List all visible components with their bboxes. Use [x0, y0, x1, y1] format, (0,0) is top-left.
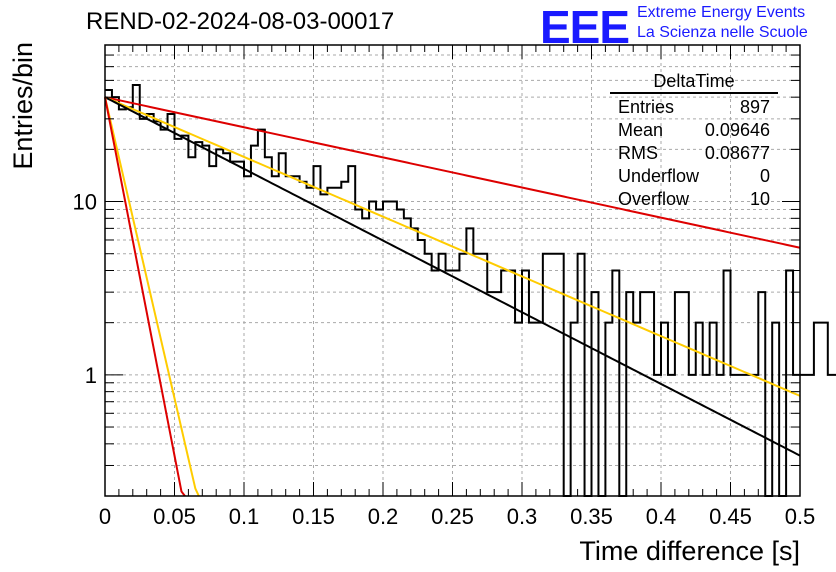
y-axis-label: Entries/bin [8, 42, 38, 170]
x-tick-label: 0.05 [153, 504, 196, 529]
stats-row: Mean 0.09646 [610, 119, 778, 142]
stats-label: Underflow [618, 166, 700, 186]
stats-value: 0.09646 [704, 120, 770, 140]
fit-curve [104, 96, 801, 397]
stats-value: 10 [749, 189, 770, 209]
x-tick-label: 0.5 [785, 504, 816, 529]
x-axis-label: Time difference [s] [579, 536, 800, 566]
stats-title: DeltaTime [610, 70, 778, 94]
stats-row: Entries 897 [610, 96, 778, 119]
fit-curve [104, 96, 186, 497]
logo-line2: La Scienza nelle Scuole [637, 24, 808, 41]
stats-value: 897 [739, 97, 770, 117]
eee-logo: EEE [540, 1, 630, 53]
stats-label: Mean [618, 120, 664, 140]
stats-label: RMS [618, 143, 658, 163]
x-tick-label: 0.1 [229, 504, 260, 529]
x-tick-label: 0.25 [431, 504, 474, 529]
stats-box: DeltaTime Entries 897 Mean 0.09646 RMS 0.0867… [610, 70, 778, 211]
x-tick-label: 0.4 [646, 504, 677, 529]
fit-curve [104, 96, 801, 249]
x-tick-label: 0 [99, 504, 111, 529]
stats-value: 0.08677 [704, 143, 770, 163]
x-tick-label: 0.3 [507, 504, 538, 529]
x-tick-label: 0.15 [292, 504, 335, 529]
chart-title: REND-02-2024-08-03-00017 [86, 8, 395, 35]
logo-line1: Extreme Energy Events [637, 4, 806, 21]
stats-row: Overflow 10 [610, 188, 778, 211]
fit-curve [104, 96, 801, 457]
y-tick-label: 10 [73, 190, 97, 215]
y-tick-label: 1 [85, 363, 97, 388]
stats-row: RMS 0.08677 [610, 142, 778, 165]
x-tick-label: 0.2 [368, 504, 399, 529]
stats-label: Overflow [618, 189, 690, 209]
fit-curve [104, 96, 200, 497]
stats-label: Entries [618, 97, 675, 117]
x-tick-label: 0.45 [709, 504, 752, 529]
x-tick-label: 0.35 [570, 504, 613, 529]
stats-value: 0 [759, 166, 770, 186]
stats-row: Underflow 0 [610, 165, 778, 188]
